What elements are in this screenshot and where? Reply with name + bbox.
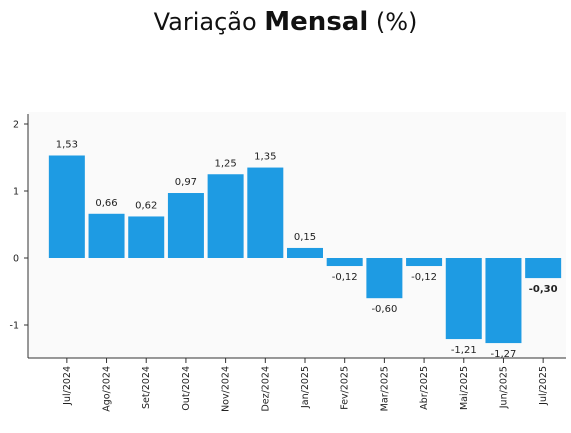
x-tick-label: Fev/2025 [340,366,351,410]
x-tick-label: Out/2024 [181,366,192,411]
bar [167,193,204,258]
title-part-unit: (%) [375,8,418,36]
data-label: -0,12 [332,272,358,283]
x-tick-label: Mar/2025 [379,366,390,411]
data-label: 0,62 [135,200,157,211]
data-label: 1,53 [56,139,78,150]
bar [48,155,85,258]
bar [128,216,165,258]
data-label: 0,97 [175,177,197,188]
bar [406,258,443,267]
x-tick-label: Jul/2025 [538,366,549,406]
data-label: 0,15 [294,232,316,243]
x-tick-label: Nov/2024 [221,366,232,412]
x-tick-label: Mai/2025 [459,366,470,410]
y-tick-label: 0 [13,254,19,265]
bar [525,258,562,279]
title-part-variacao: Variação [153,8,257,36]
data-label: -0,60 [371,304,397,315]
bar [366,258,403,299]
chart-title: Variação Mensal (%) [0,0,571,50]
x-tick-label: Jul/2024 [62,366,73,406]
data-label: 1,25 [214,158,236,169]
data-label: -0,30 [529,284,558,295]
x-tick-label: Dez/2024 [260,366,271,412]
bar [247,167,284,258]
x-tick-label: Abr/2025 [419,366,430,410]
x-tick-label: Set/2024 [141,366,152,409]
bar [485,258,522,344]
title-part-mensal: Mensal [264,7,369,37]
y-tick-label: 1 [13,187,19,198]
data-label: -1,27 [491,349,517,360]
data-label: -0,12 [411,272,437,283]
x-tick-label: Jan/2025 [300,366,311,409]
data-label: -1,21 [451,345,477,356]
bar [326,258,363,267]
bar [445,258,482,340]
data-label: 0,66 [95,198,117,209]
bar [287,247,323,258]
y-tick-label: 2 [13,120,19,131]
x-tick-label: Jun/2025 [498,366,509,409]
bar [88,213,125,258]
bar [207,174,244,258]
x-tick-label: Ago/2024 [102,366,113,412]
data-label: 1,35 [254,152,276,163]
y-tick-label: -1 [10,321,19,332]
